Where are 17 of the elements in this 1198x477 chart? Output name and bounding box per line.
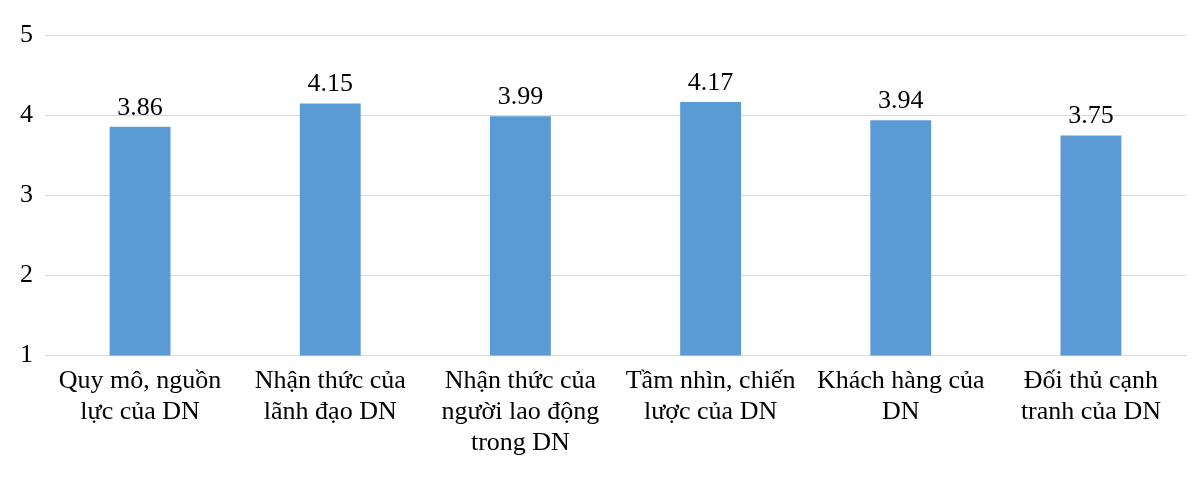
x-tick-label: Khách hàng của DN [817, 364, 985, 426]
data-label: 3.94 [878, 85, 924, 115]
y-tick-label: 3 [20, 179, 33, 209]
y-tick-label: 1 [20, 339, 33, 369]
y-tick-label: 5 [20, 19, 33, 49]
x-tick-label: Quy mô, nguồn lực của DN [58, 364, 222, 426]
data-label: 4.15 [307, 68, 353, 98]
data-label: 3.99 [497, 81, 544, 111]
x-tick-label: Đối thủ cạnh tranh của DN [1020, 364, 1162, 426]
data-label: 4.17 [687, 66, 734, 96]
x-tick-label: Nhận thức của lãnh đạo DN [254, 364, 407, 426]
y-tick-label: 2 [20, 259, 33, 289]
data-label: 3.86 [117, 91, 163, 121]
x-tick-label: Nhận thức của người lao động trong DN [441, 364, 600, 457]
y-tick-label: 4 [20, 99, 33, 129]
x-tick-label: Tầm nhìn, chiến lược của DN [625, 364, 796, 426]
data-label: 3.75 [1068, 100, 1114, 130]
